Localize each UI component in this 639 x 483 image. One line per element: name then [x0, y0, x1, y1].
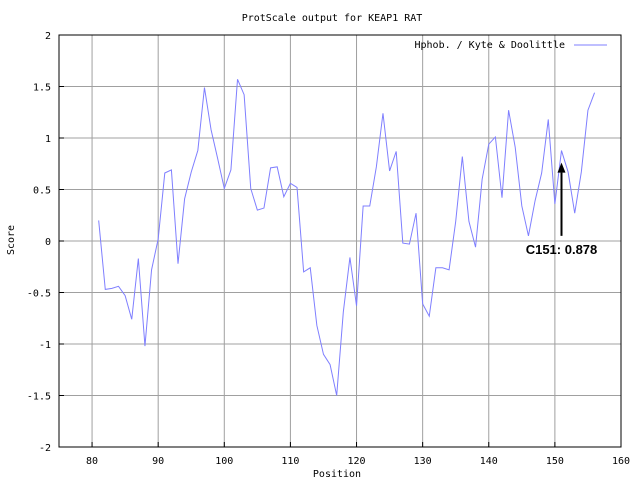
- x-tick-label: 150: [546, 456, 564, 467]
- chart-title: ProtScale output for KEAP1 RAT: [242, 13, 423, 24]
- grid-lines: [59, 35, 621, 447]
- annotation-label: C151: 0.878: [526, 242, 598, 257]
- x-tick-label: 130: [414, 456, 432, 467]
- legend: Hphob. / Kyte & Doolittle: [414, 40, 607, 51]
- annotation-layer: C151: 0.878: [526, 162, 598, 257]
- y-tick-label: 1: [45, 134, 51, 145]
- series-layer: [98, 79, 596, 396]
- annotation-arrowhead: [557, 162, 566, 173]
- x-tick-label: 100: [215, 456, 233, 467]
- y-tick-label: 2: [45, 31, 51, 42]
- legend-series-label: Hphob. / Kyte & Doolittle: [414, 40, 565, 51]
- y-tick-label: -1: [39, 340, 51, 351]
- x-tick-label: 80: [86, 456, 98, 467]
- x-tick-label: 160: [612, 456, 630, 467]
- x-tick-label: 140: [480, 456, 498, 467]
- y-tick-label: -1.5: [27, 392, 51, 403]
- x-tick-label: 110: [281, 456, 299, 467]
- x-tick-label: 120: [347, 456, 365, 467]
- y-axis-ticks: -2 -1.5 -1 -0.5 0 0.5 1 1.5 2: [27, 31, 64, 454]
- x-axis-ticks: 80 90 100 110 120 130 140 150 160: [86, 442, 630, 467]
- y-tick-label: 0.5: [33, 186, 51, 197]
- y-axis-label: Score: [6, 225, 17, 255]
- series-line: [98, 79, 596, 396]
- y-tick-label: -2: [39, 443, 51, 454]
- x-tick-label: 90: [152, 456, 164, 467]
- y-tick-label: 1.5: [33, 83, 51, 94]
- y-tick-label: 0: [45, 237, 51, 248]
- y-tick-label: -0.5: [27, 289, 51, 300]
- x-axis-label: Position: [313, 469, 361, 480]
